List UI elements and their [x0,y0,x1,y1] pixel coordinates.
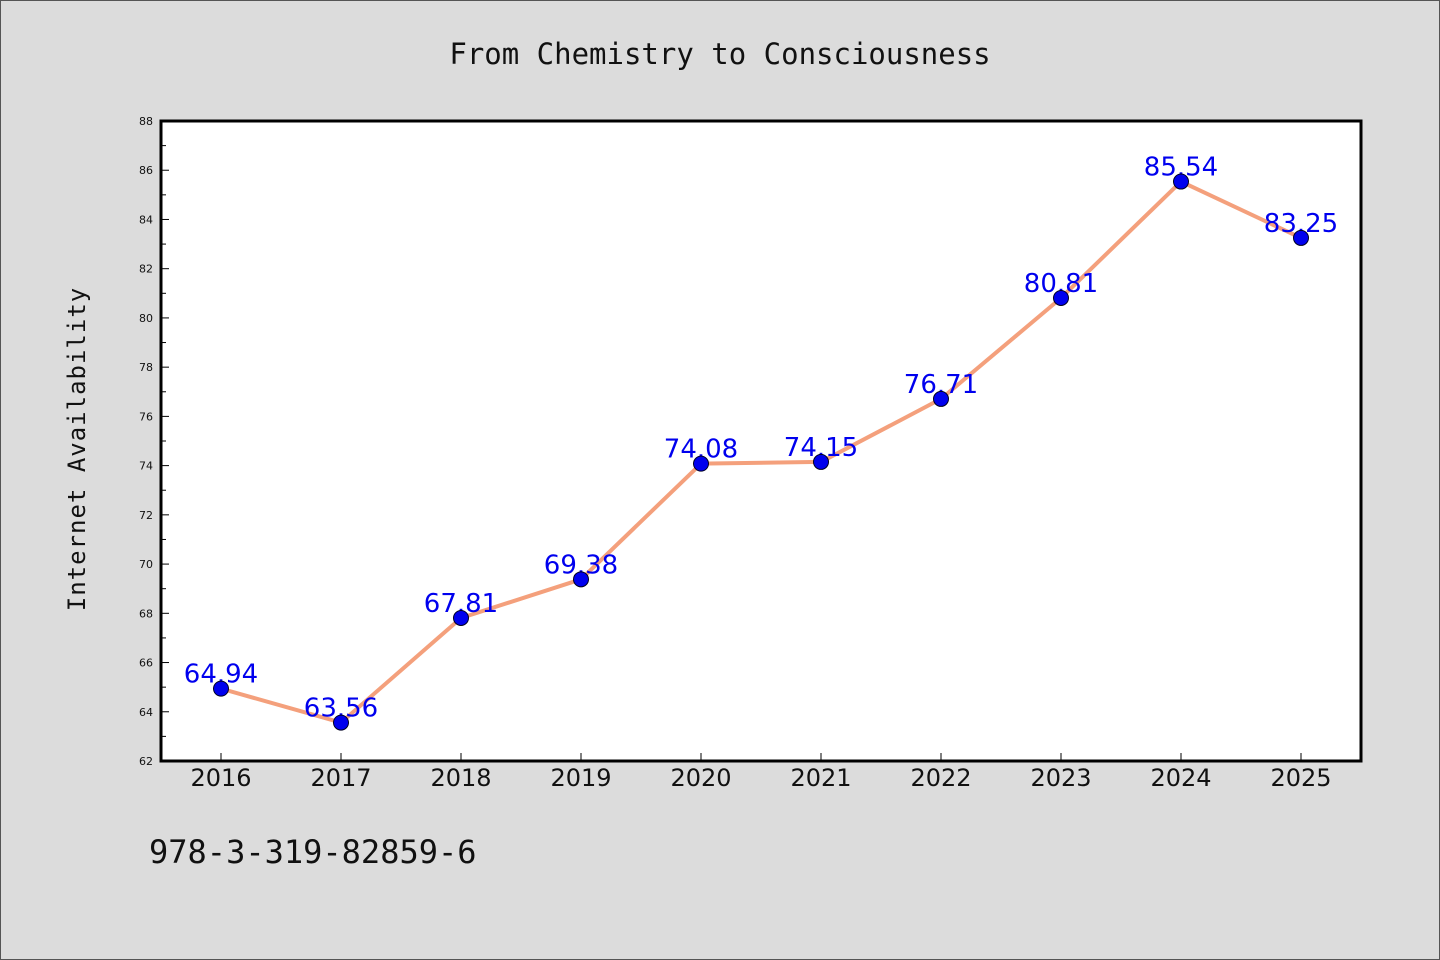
x-tick-label: 2025 [1270,764,1331,792]
y-tick-label: 68 [139,607,153,620]
y-tick-label: 82 [139,263,153,276]
x-tick-label: 2024 [1150,764,1211,792]
plot-frame [159,119,1363,763]
y-tick-label: 80 [139,312,153,325]
chart-title: From Chemistry to Consciousness [449,37,990,71]
isbn-text: 978-3-319-82859-6 [149,833,477,871]
y-tick-label: 66 [139,657,153,670]
y-tick-label: 74 [139,460,153,473]
data-point [933,390,949,407]
y-axis: 62 64 66 68 70 72 74 76 78 80 82 84 86 88 [139,115,169,768]
y-tick-label: 86 [139,164,153,177]
x-tick-label: 2020 [670,764,731,792]
y-tick-label: 78 [139,361,153,374]
data-point [333,714,349,731]
data-point [213,680,229,697]
y-tick-label: 62 [139,755,153,768]
data-point [1173,173,1189,190]
x-tick-label: 2018 [430,764,491,792]
y-tick-label: 84 [139,213,153,226]
x-tick-label: 2019 [550,764,611,792]
data-point [453,609,469,626]
series-line [219,179,1303,725]
data-point [573,571,589,588]
y-tick-label: 88 [139,115,153,128]
x-axis: 2016 2017 2018 2019 2020 2021 2022 2023 2024 2025 [190,753,1332,792]
y-tick-label: 76 [139,410,153,423]
data-point [813,453,829,470]
x-tick-label: 2023 [1030,764,1091,792]
data-point [693,455,709,472]
data-point [1293,229,1309,246]
plot-area [161,121,1361,761]
y-tick-label: 70 [139,558,153,571]
y-tick-label: 72 [139,509,153,522]
x-tick-label: 2021 [790,764,851,792]
x-tick-label: 2022 [910,764,971,792]
y-tick-label: 64 [139,706,153,719]
data-point [1053,289,1069,306]
x-tick-label: 2017 [310,764,371,792]
y-axis-label: Internet Availability [63,287,91,611]
x-tick-label: 2016 [190,764,251,792]
